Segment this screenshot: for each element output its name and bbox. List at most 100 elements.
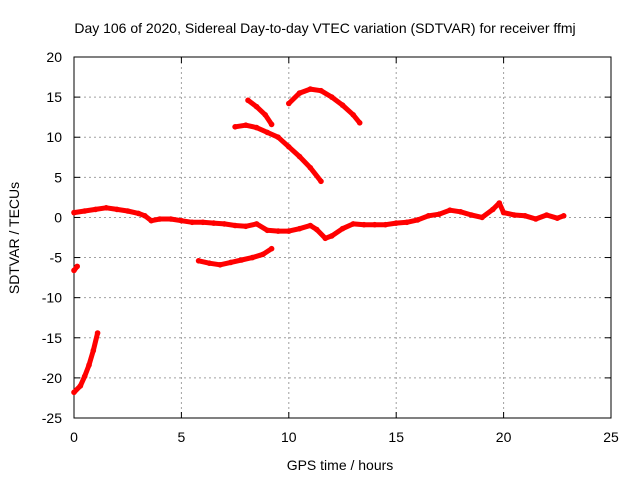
data-point xyxy=(543,212,550,218)
data-point xyxy=(468,212,475,218)
data-point xyxy=(500,209,507,216)
data-point xyxy=(425,213,432,219)
data-point xyxy=(350,112,357,118)
data-point xyxy=(350,221,357,227)
data-point xyxy=(243,223,249,230)
y-tick-label: -20 xyxy=(42,370,62,386)
data-point xyxy=(286,144,292,150)
data-point xyxy=(228,259,234,266)
data-point xyxy=(92,206,99,213)
data-point xyxy=(90,347,97,354)
x-tick-label: 25 xyxy=(603,429,619,445)
data-point xyxy=(286,100,292,107)
data-point xyxy=(286,228,292,234)
data-point xyxy=(560,213,567,219)
data-point xyxy=(554,215,561,221)
data-point xyxy=(232,124,238,130)
grid-lines xyxy=(74,57,611,418)
data-point xyxy=(457,209,464,215)
x-axis-label: GPS time / hours xyxy=(287,457,394,473)
data-point xyxy=(264,227,271,234)
data-point xyxy=(361,221,367,228)
data-point xyxy=(167,216,174,222)
data-point xyxy=(253,124,260,131)
data-point xyxy=(264,129,271,136)
data-point xyxy=(307,222,314,229)
data-point xyxy=(94,330,101,336)
data-point xyxy=(313,226,320,233)
data-point xyxy=(77,383,84,389)
data-point xyxy=(74,263,80,270)
data-point xyxy=(243,122,249,128)
data-point xyxy=(114,206,120,213)
data-point xyxy=(210,220,217,226)
data-point xyxy=(339,225,346,232)
data-point xyxy=(382,221,389,228)
data-point xyxy=(447,207,453,213)
data-point xyxy=(329,233,335,239)
x-tick-label: 20 xyxy=(496,429,512,445)
data-point xyxy=(200,219,206,226)
series-left-steep xyxy=(71,330,101,395)
data-point xyxy=(490,206,496,213)
data-point xyxy=(148,217,155,224)
data-point xyxy=(262,112,269,118)
y-axis-label: SDTVAR / TECUs xyxy=(6,182,22,294)
data-point xyxy=(275,134,281,140)
data-point xyxy=(339,102,346,108)
data-point xyxy=(511,212,518,218)
data-point xyxy=(307,164,314,171)
data-point xyxy=(81,208,88,214)
y-tick-label: 0 xyxy=(54,209,62,225)
data-point xyxy=(232,222,238,229)
data-point xyxy=(296,225,303,232)
x-tick-label: 10 xyxy=(281,429,297,445)
data-point xyxy=(436,211,443,217)
data-point xyxy=(253,221,260,227)
x-tick-label: 0 xyxy=(70,429,78,445)
y-tick-label: 10 xyxy=(46,129,62,145)
series-mid-arc xyxy=(232,122,324,184)
y-tick-label: 20 xyxy=(46,49,62,65)
data-point xyxy=(71,389,77,396)
data-series xyxy=(71,86,567,396)
data-point xyxy=(253,103,260,110)
data-point xyxy=(393,220,400,226)
data-point xyxy=(371,221,378,228)
x-tick-label: 15 xyxy=(388,429,404,445)
data-point xyxy=(124,208,131,214)
data-point xyxy=(249,254,256,261)
y-tick-label: -25 xyxy=(42,410,62,426)
data-point xyxy=(329,94,335,100)
data-point xyxy=(404,219,410,226)
data-point xyxy=(318,178,324,185)
data-point xyxy=(71,209,77,216)
axis-ticks: 0 5 10 15 20 25 -25 -20 -15 -10 -5 0 5 10 15 20 xyxy=(42,49,619,445)
data-point xyxy=(217,262,223,268)
y-tick-label: -10 xyxy=(42,290,62,306)
series-main-track xyxy=(71,200,567,241)
data-point xyxy=(86,362,92,368)
data-point xyxy=(307,86,314,92)
series-mid-upper xyxy=(245,97,275,127)
data-point xyxy=(533,216,539,222)
data-point xyxy=(522,213,528,219)
data-point xyxy=(206,260,213,267)
y-tick-label: 5 xyxy=(54,169,62,185)
data-point xyxy=(245,97,251,104)
data-point xyxy=(189,219,195,226)
y-tick-label: -15 xyxy=(42,330,62,346)
data-point xyxy=(322,235,329,242)
data-point xyxy=(142,213,148,219)
data-point xyxy=(195,258,202,264)
data-point xyxy=(71,267,77,274)
data-point xyxy=(275,228,281,234)
data-point xyxy=(296,90,303,96)
data-point xyxy=(268,121,275,128)
data-point xyxy=(356,120,363,126)
data-point xyxy=(296,153,303,160)
data-point xyxy=(260,251,266,258)
chart-title: Day 106 of 2020, Sidereal Day-to-day VTE… xyxy=(74,20,575,36)
y-tick-label: -5 xyxy=(50,250,63,266)
data-point xyxy=(479,214,485,221)
